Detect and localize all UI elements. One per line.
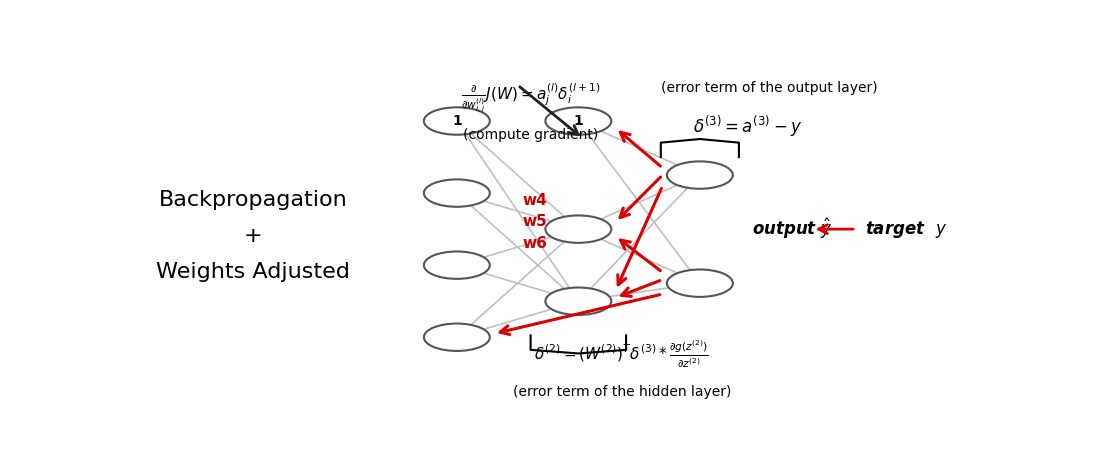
Circle shape (423, 107, 489, 135)
Text: output $\hat{y}$: output $\hat{y}$ (752, 217, 832, 241)
Text: (compute gradient): (compute gradient) (463, 128, 598, 142)
Circle shape (423, 323, 489, 351)
Text: w6: w6 (523, 236, 548, 251)
Text: 1: 1 (573, 114, 584, 128)
Text: Backpropagation: Backpropagation (158, 190, 347, 210)
Text: (error term of the output layer): (error term of the output layer) (661, 81, 878, 95)
Text: $\frac{\partial}{\partial w_{i,j}^{(l)}}J(W) = a_j^{(l)}\delta_i^{(l+1)}$: $\frac{\partial}{\partial w_{i,j}^{(l)}}… (460, 81, 600, 115)
Text: 1: 1 (452, 114, 461, 128)
Circle shape (423, 251, 489, 279)
Text: $\delta^{(2)} = (W^{(2)})^T \delta^{(3)} * \frac{\partial g(z^{(2)})}{\partial z: $\delta^{(2)} = (W^{(2)})^T \delta^{(3)}… (534, 338, 709, 370)
Circle shape (545, 107, 612, 135)
Text: (error term of the hidden layer): (error term of the hidden layer) (513, 385, 731, 399)
Circle shape (423, 179, 489, 207)
Text: w4: w4 (523, 193, 548, 208)
Text: target  $y$: target $y$ (865, 219, 946, 240)
Text: Weights Adjusted: Weights Adjusted (156, 263, 349, 282)
Text: +: + (243, 227, 262, 246)
Text: $\delta^{(3)} = a^{(3)} - y$: $\delta^{(3)} = a^{(3)} - y$ (693, 114, 802, 139)
Circle shape (545, 287, 612, 315)
Circle shape (666, 270, 732, 297)
Circle shape (545, 215, 612, 243)
Text: w5: w5 (523, 214, 548, 229)
Circle shape (666, 161, 732, 189)
